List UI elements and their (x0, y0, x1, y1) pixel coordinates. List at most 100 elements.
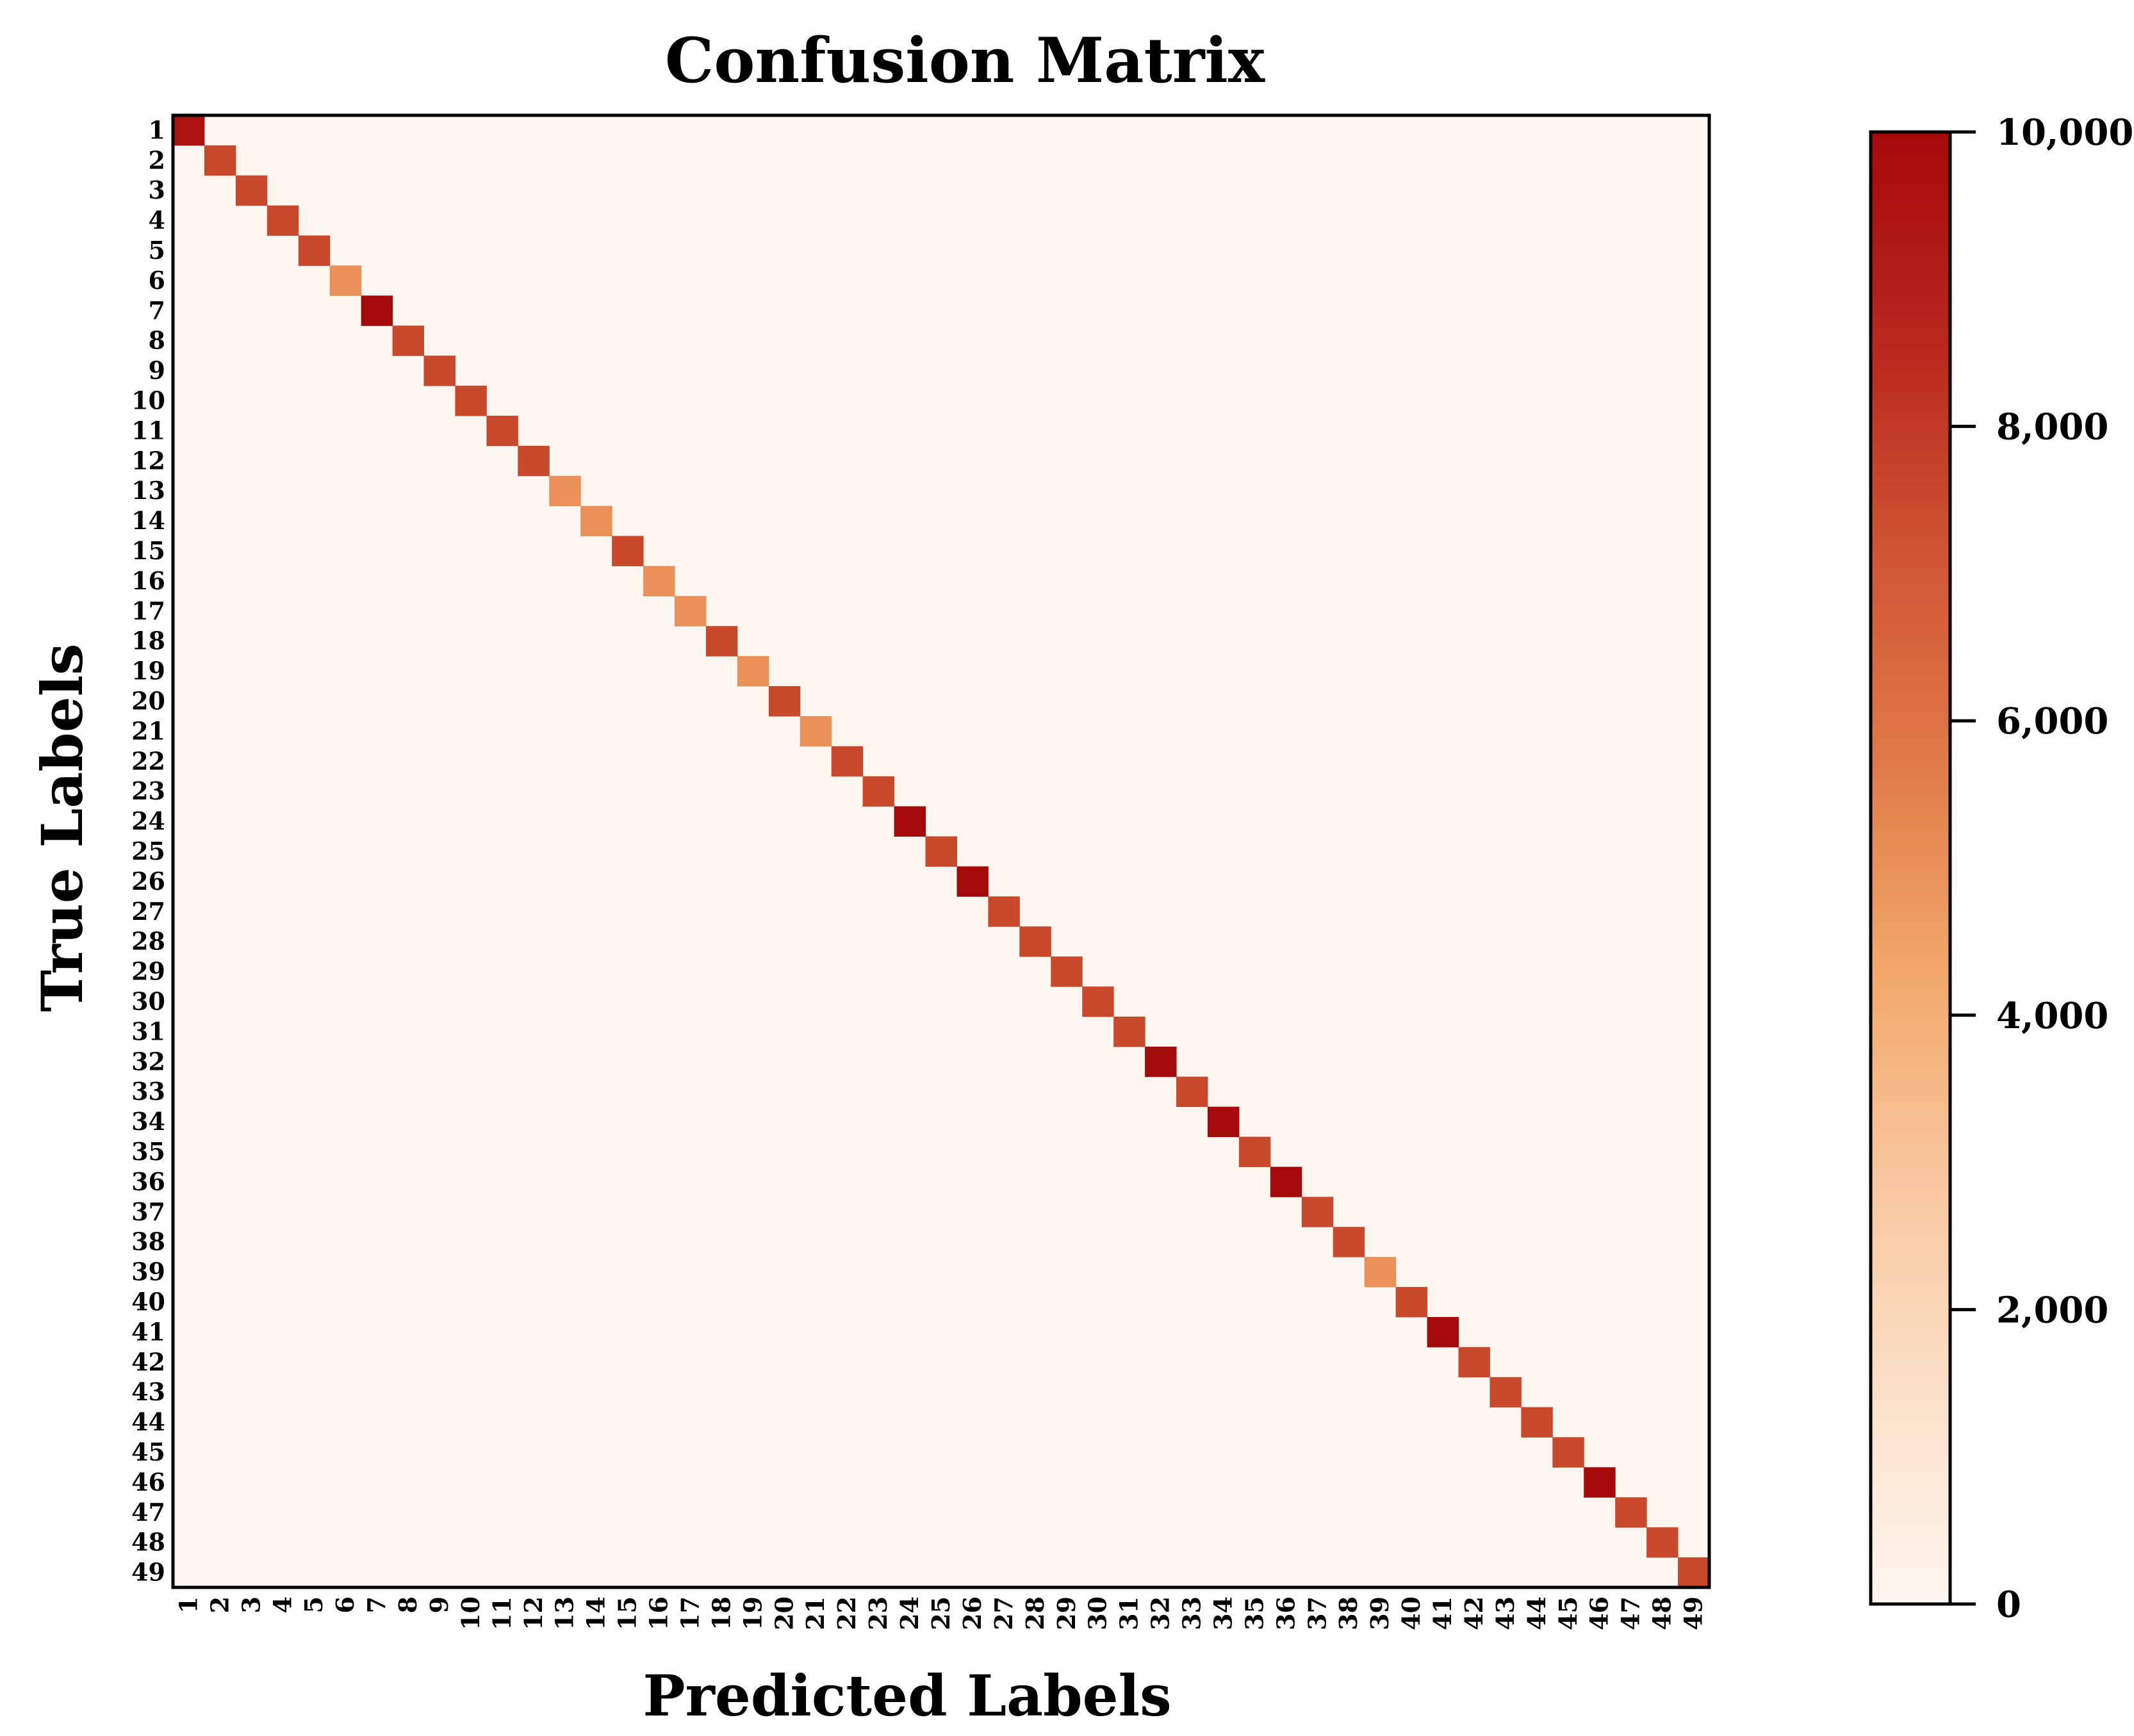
colorbar-tick-label: 8,000 (1996, 406, 2108, 448)
y-tick-label: 18 (131, 626, 165, 655)
y-tick-label: 10 (131, 386, 165, 415)
y-tick-label: 35 (131, 1137, 165, 1166)
matrix-cell-4-4 (267, 205, 299, 236)
matrix-cell-5-5 (298, 235, 331, 266)
matrix-cell-20-20 (768, 686, 801, 717)
y-tick-label: 33 (131, 1077, 165, 1106)
x-tick-label: 40 (1397, 1596, 1425, 1630)
y-tick-label: 37 (131, 1197, 165, 1226)
matrix-cell-33-33 (1176, 1076, 1208, 1108)
colorbar-tick-label: 0 (1996, 1584, 2021, 1626)
y-tick-label: 8 (149, 326, 165, 355)
colorbar (1869, 130, 1952, 1606)
x-tick-label: 13 (550, 1596, 579, 1630)
x-tick-label: 36 (1271, 1596, 1300, 1630)
y-tick-label: 36 (131, 1167, 165, 1196)
matrix-cell-39-39 (1364, 1257, 1397, 1288)
y-tick-label: 30 (131, 987, 165, 1015)
x-tick-label: 10 (456, 1596, 485, 1630)
y-tick-label: 7 (149, 296, 165, 325)
matrix-cell-27-27 (988, 896, 1020, 927)
y-tick-label: 14 (131, 506, 165, 535)
y-tick-label: 2 (149, 145, 165, 174)
y-tick-label: 9 (149, 356, 165, 385)
x-tick-label: 33 (1178, 1596, 1206, 1630)
matrix-cell-34-34 (1207, 1106, 1240, 1138)
x-tick-label: 41 (1428, 1596, 1457, 1630)
matrix-cell-9-9 (423, 356, 456, 386)
x-tick-label: 12 (519, 1596, 548, 1630)
y-tick-label: 20 (131, 687, 165, 716)
matrix-cell-6-6 (329, 265, 362, 296)
y-tick-label: 5 (149, 236, 165, 265)
x-tick-label: 23 (864, 1596, 892, 1630)
matrix-cell-31-31 (1113, 1016, 1145, 1047)
y-tick-label: 24 (131, 807, 165, 835)
x-tick-label: 15 (613, 1596, 642, 1630)
matrix-cell-44-44 (1521, 1407, 1553, 1438)
x-tick-label: 17 (675, 1596, 704, 1630)
colorbar-tick-label: 2,000 (1996, 1289, 2108, 1331)
x-tick-label: 39 (1365, 1596, 1394, 1630)
plot-frame (171, 113, 1711, 1589)
matrix-cell-8-8 (392, 325, 425, 356)
y-tick-label: 12 (131, 446, 165, 475)
y-tick-label: 27 (131, 897, 165, 926)
x-tick-label: 18 (707, 1596, 735, 1630)
y-tick-label: 34 (131, 1107, 165, 1136)
x-tick-labels: 1 2 3 4 5 6 7 8 9 10 11 12 13 14 15 16 17 18 19 20 21 22 23 24 2… (174, 1596, 1707, 1630)
matrix-cell-47-47 (1615, 1497, 1647, 1528)
matrix-cell-23-23 (862, 776, 895, 807)
y-axis-title: True Labels (29, 643, 95, 1011)
y-tick-label: 44 (131, 1407, 165, 1436)
y-tick-label: 46 (131, 1468, 165, 1496)
matrix-cell-41-41 (1427, 1316, 1459, 1348)
y-tick-label: 39 (131, 1257, 165, 1286)
y-tick-label: 22 (131, 746, 165, 775)
y-tick-label: 4 (149, 206, 165, 234)
matrix-cell-43-43 (1490, 1377, 1522, 1408)
matrix-cell-37-37 (1301, 1197, 1334, 1227)
y-tick-label: 17 (131, 596, 165, 625)
y-tick-label: 25 (131, 837, 165, 865)
x-tick-label: 26 (958, 1596, 987, 1630)
x-tick-label: 8 (393, 1596, 422, 1613)
matrix-cell-35-35 (1238, 1136, 1271, 1167)
colorbar-tick-label: 4,000 (1996, 995, 2108, 1037)
matrix-cell-29-29 (1051, 956, 1083, 987)
matrix-cell-28-28 (1019, 926, 1051, 957)
matrix-cell-24-24 (894, 806, 926, 837)
x-tick-label: 25 (926, 1596, 955, 1630)
x-tick-label: 5 (299, 1596, 328, 1613)
x-tick-label: 49 (1679, 1596, 1708, 1630)
x-tick-label: 21 (801, 1596, 830, 1630)
y-tick-label: 26 (131, 867, 165, 896)
y-tick-label: 23 (131, 776, 165, 805)
y-tick-label: 3 (149, 176, 165, 204)
y-tick-label: 31 (131, 1017, 165, 1045)
x-tick-label: 29 (1052, 1596, 1081, 1630)
x-tick-label: 30 (1083, 1596, 1112, 1630)
x-tick-label: 28 (1021, 1596, 1049, 1630)
matrix-cell-40-40 (1395, 1287, 1428, 1318)
x-tick-label: 11 (488, 1596, 516, 1630)
x-tick-label: 37 (1302, 1596, 1331, 1630)
x-tick-label: 4 (268, 1596, 297, 1613)
matrix-cell-46-46 (1584, 1467, 1616, 1498)
x-tick-label: 7 (362, 1596, 391, 1613)
x-tick-label: 2 (205, 1596, 234, 1613)
x-tick-label: 3 (236, 1596, 265, 1613)
y-tick-label: 43 (131, 1377, 165, 1406)
matrix-cell-45-45 (1552, 1437, 1584, 1468)
matrix-cell-15-15 (612, 536, 644, 566)
x-tick-label: 32 (1146, 1596, 1175, 1630)
y-tick-labels: 1234567891011121314151617181920212223242… (131, 115, 165, 1586)
y-tick-label: 16 (131, 566, 165, 595)
matrix-cell-36-36 (1270, 1167, 1302, 1197)
matrix-cell-49-49 (1678, 1557, 1710, 1588)
y-tick-label: 42 (131, 1347, 165, 1376)
matrix-cells (173, 115, 1710, 1588)
x-tick-label: 22 (832, 1596, 861, 1630)
matrix-cell-19-19 (737, 656, 769, 687)
